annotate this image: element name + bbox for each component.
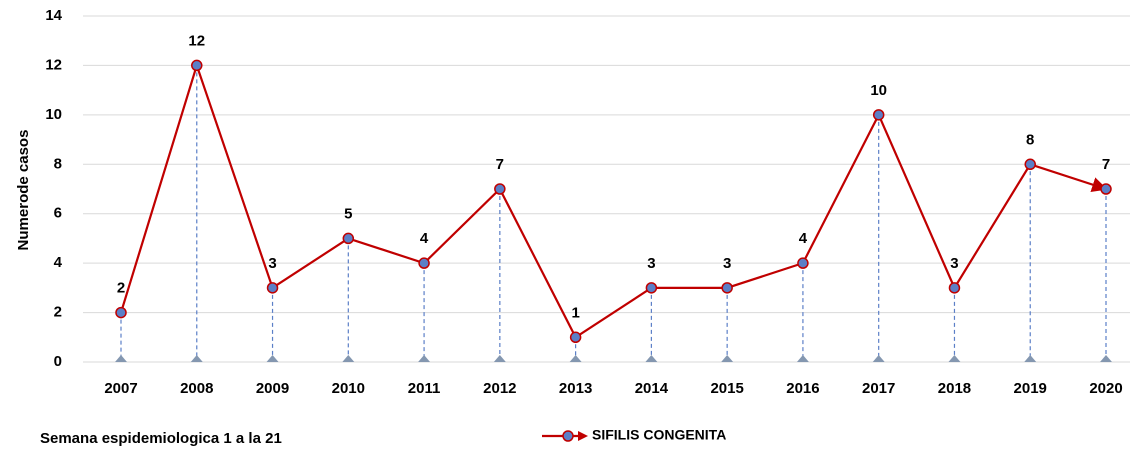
drop-base bbox=[872, 355, 885, 362]
data-point bbox=[418, 257, 430, 269]
y-tick-label: 4 bbox=[54, 254, 63, 271]
data-point bbox=[1100, 183, 1112, 195]
y-tick-label: 14 bbox=[45, 7, 62, 24]
x-tick-label: 2017 bbox=[862, 380, 895, 397]
data-label: 5 bbox=[344, 205, 352, 222]
data-point bbox=[494, 183, 506, 195]
y-tick-label: 0 bbox=[54, 353, 62, 370]
x-tick-label: 2016 bbox=[786, 380, 819, 397]
y-tick-label: 6 bbox=[54, 205, 62, 222]
data-point bbox=[721, 282, 733, 294]
drop-base bbox=[948, 355, 961, 362]
x-tick-label: 2007 bbox=[104, 380, 137, 397]
x-tick-label: 2010 bbox=[332, 380, 365, 397]
data-label: 7 bbox=[496, 156, 504, 173]
x-tick-label: 2013 bbox=[559, 380, 592, 397]
legend-arrow bbox=[578, 431, 588, 441]
y-tick-label: 12 bbox=[45, 56, 62, 73]
drop-base bbox=[1100, 355, 1112, 362]
x-tick-label: 2019 bbox=[1014, 380, 1047, 397]
drop-base bbox=[342, 355, 355, 362]
x-tick-label: 2009 bbox=[256, 380, 289, 397]
legend-marker bbox=[562, 430, 574, 442]
drop-base bbox=[493, 355, 506, 362]
data-label: 4 bbox=[799, 230, 808, 247]
x-tick-label: 2020 bbox=[1089, 380, 1122, 397]
data-point bbox=[191, 59, 203, 72]
data-label: 12 bbox=[188, 32, 205, 49]
y-tick-label: 10 bbox=[45, 106, 62, 123]
data-point bbox=[797, 257, 809, 269]
data-point bbox=[1024, 158, 1036, 171]
drop-base bbox=[645, 355, 658, 362]
x-tick-label: 2008 bbox=[180, 380, 213, 397]
data-point bbox=[115, 306, 127, 319]
drop-base bbox=[1024, 355, 1037, 362]
data-label: 7 bbox=[1102, 156, 1110, 173]
series-line bbox=[119, 61, 1108, 339]
legend-label: SIFILIS CONGENITA bbox=[592, 427, 726, 443]
data-label: 1 bbox=[571, 304, 579, 321]
data-label: 8 bbox=[1026, 131, 1034, 148]
y-tick-label: 2 bbox=[54, 304, 62, 321]
drop-base bbox=[266, 355, 279, 362]
data-label: 3 bbox=[950, 255, 958, 272]
data-point bbox=[569, 331, 582, 344]
drop-base bbox=[796, 355, 809, 362]
note: Semana espidemiologica 1 a la 21 bbox=[40, 430, 282, 447]
data-label: 2 bbox=[117, 280, 125, 297]
data-point bbox=[645, 282, 658, 294]
drop-base bbox=[721, 355, 734, 362]
x-tick-label: 2012 bbox=[483, 380, 516, 397]
data-point bbox=[266, 282, 279, 294]
data-label: 3 bbox=[268, 255, 276, 272]
drop-base bbox=[115, 355, 127, 362]
x-tick-label: 2015 bbox=[710, 380, 743, 397]
drop-base bbox=[190, 355, 203, 362]
data-label: 3 bbox=[647, 255, 655, 272]
x-tick-label: 2011 bbox=[408, 380, 441, 397]
x-tick-label: 2018 bbox=[938, 380, 971, 397]
data-point bbox=[342, 232, 355, 245]
drop-base bbox=[569, 355, 582, 362]
data-point bbox=[948, 282, 961, 294]
y-axis-label: Numerode casos bbox=[15, 130, 32, 251]
data-label: 4 bbox=[420, 230, 429, 247]
data-label: 10 bbox=[870, 82, 887, 99]
drop-base bbox=[418, 355, 431, 362]
y-tick-label: 8 bbox=[54, 155, 62, 172]
x-tick-label: 2014 bbox=[635, 380, 669, 397]
data-label: 3 bbox=[723, 255, 731, 272]
data-point bbox=[872, 109, 885, 121]
